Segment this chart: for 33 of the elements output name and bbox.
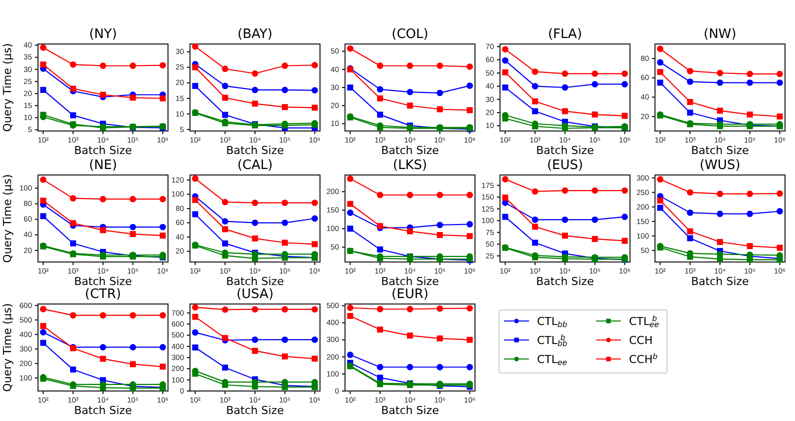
x-axis-title: Batch Size	[74, 275, 132, 288]
chart-title: (NE)	[88, 158, 118, 173]
legend-label: CCH$^{b}$	[629, 352, 658, 366]
x-axis-title: Batch Size	[226, 275, 284, 288]
x-axis-title: Batch Size	[381, 144, 440, 157]
legend-label: CCH	[629, 334, 653, 347]
x-axis-title: Batch Size	[74, 404, 132, 417]
x-axis-title: Batch Size	[381, 404, 440, 417]
legend-label: CTL$_{ee}$	[537, 353, 568, 368]
y-axis-title: Query Time (μs)	[1, 174, 14, 263]
chart-title: (BAY)	[238, 27, 272, 42]
chart-title: (EUS)	[546, 158, 584, 173]
chart-title: (FLA)	[548, 27, 582, 42]
chart-title: (LKS)	[392, 158, 428, 173]
x-axis-title: Batch Size	[536, 144, 594, 157]
x-axis-title: Batch Size	[74, 144, 132, 157]
chart-title: (COL)	[392, 27, 428, 42]
chart-title: (WUS)	[700, 158, 740, 173]
chart-title: (NY)	[89, 27, 117, 42]
chart-title: (NW)	[704, 27, 736, 42]
y-axis-title: Query Time (μs)	[1, 303, 14, 392]
chart-title: (CTR)	[84, 287, 122, 302]
y-axis-title: Query Time (μs)	[1, 43, 14, 132]
legend-label: CTL$_{bb}$	[537, 315, 568, 330]
chart-title: (USA)	[236, 287, 274, 302]
chart-title: (CAL)	[237, 158, 273, 173]
x-axis-title: Batch Size	[226, 404, 284, 417]
chart-title: (EUR)	[392, 287, 428, 302]
x-axis-title: Batch Size	[381, 275, 440, 288]
x-axis-title: Batch Size	[691, 275, 750, 288]
x-axis-title: Batch Size	[226, 144, 284, 157]
x-axis-title: Batch Size	[691, 144, 750, 157]
x-axis-title: Batch Size	[536, 275, 594, 288]
